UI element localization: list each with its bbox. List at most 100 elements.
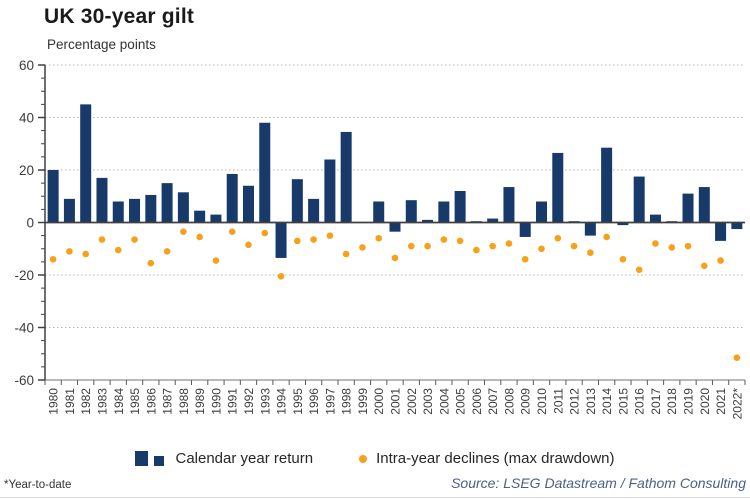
bar-1983	[96, 177, 108, 223]
bar-1982	[80, 104, 92, 223]
x-label-2006: 2006	[470, 388, 484, 415]
x-label-2018: 2018	[665, 388, 679, 415]
dot-2008	[505, 240, 513, 247]
bar-2000	[373, 201, 385, 223]
bar-2005	[454, 191, 466, 223]
x-label-2011: 2011	[551, 388, 565, 414]
bar-series-marker	[135, 451, 165, 466]
bar-1988	[177, 192, 189, 223]
dot-1989	[196, 233, 203, 241]
dots	[49, 228, 741, 361]
dot-1994	[277, 273, 285, 280]
bar-1981	[63, 198, 75, 223]
x-label-1982: 1982	[79, 388, 93, 415]
y-tick-label-40: 40	[19, 111, 34, 126]
dot-1998	[342, 250, 350, 258]
dot-2020	[701, 262, 708, 270]
x-label-2022*: 2022*	[730, 388, 744, 420]
bar-1985	[129, 198, 141, 223]
bar-2013	[584, 222, 596, 236]
dot-2007	[489, 242, 496, 250]
dot-2002	[407, 242, 415, 250]
bottom-divider	[0, 497, 750, 498]
bar-2021	[715, 222, 727, 241]
x-label-2007: 2007	[486, 388, 500, 415]
dot-1992	[245, 241, 252, 249]
dot-1982	[82, 250, 89, 258]
bar-2017	[649, 214, 661, 223]
x-label-1990: 1990	[209, 388, 223, 415]
dot-2004	[440, 236, 448, 243]
legend-label-intra-year-declines: Intra-year declines (max drawdown)	[376, 450, 615, 467]
dot-2003	[424, 242, 431, 250]
dot-1987	[163, 248, 171, 255]
x-label-1999: 1999	[356, 388, 370, 415]
x-label-1991: 1991	[226, 388, 240, 415]
x-label-2010: 2010	[535, 388, 549, 415]
dot-2018	[668, 244, 676, 251]
dot-1993	[261, 229, 269, 237]
dot-2010	[538, 245, 545, 253]
source-credit: Source: LSEG Datastream / Fathom Consult…	[451, 475, 746, 491]
bar-1986	[145, 194, 157, 223]
x-label-1994: 1994	[275, 388, 289, 415]
x-label-1980: 1980	[47, 388, 61, 415]
plot-area: 60 40 20 0 -20 -40 -60 1980 1981 1982 1983 1984 1985…	[14, 58, 746, 420]
bar-2011	[552, 152, 564, 223]
x-label-1984: 1984	[112, 388, 126, 415]
bar-1996	[308, 198, 320, 223]
x-label-2001: 2001	[389, 388, 403, 415]
x-label-2017: 2017	[649, 388, 663, 415]
dot-2000	[375, 234, 383, 242]
bar-2008	[503, 187, 515, 223]
bar-2015	[617, 222, 629, 226]
y-tick-label-60: 60	[19, 58, 34, 73]
x-label-2014: 2014	[600, 388, 614, 415]
bar-1995	[291, 179, 303, 223]
dot-1986	[147, 259, 155, 267]
x-label-2008: 2008	[502, 388, 516, 415]
chart-subtitle: Percentage points	[47, 37, 156, 52]
bar-1989	[194, 210, 206, 223]
bar-2014	[601, 147, 613, 223]
x-label-1986: 1986	[144, 388, 158, 415]
x-label-2003: 2003	[421, 388, 435, 415]
x-label-1988: 1988	[177, 388, 191, 415]
bar-1987	[161, 183, 173, 223]
bar-2010	[536, 201, 548, 223]
x-label-1997: 1997	[323, 388, 337, 415]
dot-2022*	[733, 354, 741, 361]
y-tick-label--20: -20	[14, 268, 34, 283]
bar-1994	[275, 222, 287, 258]
x-label-1996: 1996	[307, 388, 321, 415]
dot-1988	[180, 228, 187, 235]
dot-1991	[228, 228, 236, 235]
y-tick-label--40: -40	[14, 321, 34, 336]
dot-1996	[310, 236, 317, 243]
bar-2003	[422, 219, 434, 223]
x-label-2012: 2012	[568, 388, 582, 415]
dot-2011	[554, 234, 562, 242]
dot-2017	[652, 240, 659, 247]
x-label-1992: 1992	[242, 388, 256, 415]
dot-series-marker	[359, 454, 368, 463]
x-label-2020: 2020	[698, 388, 712, 415]
dot-2001	[391, 254, 399, 262]
dot-2014	[603, 233, 610, 241]
dot-1999	[359, 244, 366, 251]
dot-1984	[114, 246, 122, 254]
bar-2001	[389, 222, 401, 232]
x-label-2016: 2016	[633, 388, 647, 415]
x-label-2013: 2013	[584, 388, 598, 415]
bar-1991	[226, 173, 238, 223]
dot-2021	[717, 257, 724, 264]
dot-1990	[212, 257, 220, 264]
dot-2005	[456, 237, 464, 245]
x-label-2019: 2019	[682, 388, 696, 415]
x-labels: 1980 1981 1982 1983 1984 1985 1986 1987 1988 1989…	[47, 388, 745, 420]
dot-1980	[49, 255, 57, 263]
x-label-1998: 1998	[340, 388, 354, 415]
dot-1981	[66, 248, 73, 255]
x-label-2009: 2009	[519, 388, 533, 415]
dot-2015	[619, 255, 627, 263]
